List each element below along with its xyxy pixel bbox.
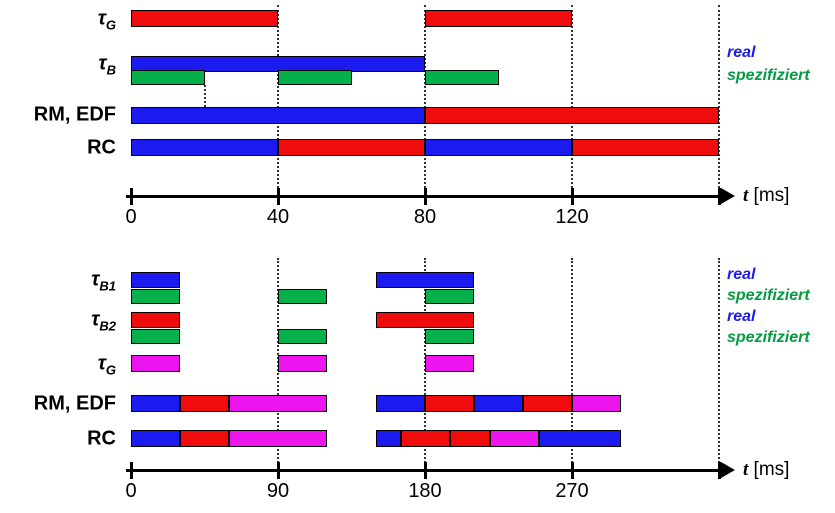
task-bar-tau-b1-spezifiziert	[425, 289, 474, 304]
axis-tick	[276, 188, 280, 205]
task-bar-rm-edf	[131, 107, 425, 124]
task-bar-tau-g	[278, 355, 327, 372]
tau-subscript: B	[106, 62, 116, 78]
task-bar-rc	[376, 430, 401, 447]
task-bar-rm-edf	[425, 107, 719, 124]
legend-label-spezifiziert: spezifiziert	[727, 287, 810, 304]
gantt-chart-top: τG τB RM, EDF RC 0 40 80 120 t [ms] real spezifizi…	[0, 0, 835, 242]
time-variable: t	[743, 459, 749, 480]
task-bar-rm-edf	[376, 395, 425, 412]
task-bar-tau-b2-real	[376, 312, 474, 328]
task-bar-rc	[229, 430, 327, 447]
tau-symbol: τ	[97, 352, 106, 375]
task-bar-tau-g	[131, 355, 180, 372]
task-bar-rc	[425, 139, 572, 156]
task-bar-tau-b1-real	[131, 272, 180, 288]
task-bar-tau-b1-spezifiziert	[131, 289, 180, 304]
gridline	[424, 5, 426, 196]
task-bar-tau-b1-spezifiziert	[278, 289, 327, 304]
tau-symbol: τ	[98, 52, 107, 75]
row-label-rm-edf: RM, EDF	[33, 103, 116, 126]
tau-subscript: G	[105, 17, 116, 33]
task-bar-rm-edf	[131, 395, 180, 412]
task-bar-rm-edf	[523, 395, 572, 412]
axis-tick	[423, 188, 427, 205]
axis-arrow-icon	[721, 462, 735, 478]
task-bar-rc	[278, 139, 425, 156]
time-variable: t	[743, 185, 749, 206]
legend-label-real: real	[727, 308, 756, 325]
task-bar-rc	[490, 430, 540, 447]
tick-label: 270	[555, 480, 589, 502]
tau-symbol: τ	[91, 308, 100, 331]
gridline	[277, 5, 279, 196]
task-bar-tau-g	[425, 355, 474, 372]
task-bar-rc	[572, 139, 719, 156]
task-bar-rm-edf	[572, 395, 621, 412]
axis-end-tick	[717, 462, 721, 479]
gridline	[718, 5, 720, 196]
time-axis-label: t [ms]	[743, 459, 790, 480]
row-label-rm-edf: RM, EDF	[33, 392, 116, 415]
tau-symbol: τ	[91, 268, 100, 291]
row-label-rc: RC	[87, 427, 116, 450]
tau-subscript: B1	[99, 278, 116, 294]
task-bar-rm-edf	[180, 395, 229, 412]
axis-arrow-icon	[721, 188, 735, 204]
legend-label-real: real	[727, 44, 756, 61]
axis-tick	[276, 462, 280, 479]
legend-label-spezifiziert: spezifiziert	[727, 67, 810, 84]
task-bar-tau-b2-spezifiziert	[425, 329, 474, 344]
task-bar-rc	[400, 430, 450, 447]
tick-label: 120	[555, 206, 589, 228]
row-label-rc: RC	[87, 136, 116, 159]
row-label-tau-b: τB	[0, 52, 116, 78]
task-bar-tau-b-spezifiziert	[425, 70, 499, 85]
axis-tick	[570, 462, 574, 479]
deadline-marker	[203, 85, 206, 107]
tick-label: 90	[266, 480, 290, 502]
task-bar-tau-b2-real	[131, 312, 180, 328]
gantt-chart-bottom: τB1 τB2 τG RM, EDF RC 0 90 180 270 t [ms] real spez…	[0, 252, 835, 513]
tau-subscript: B2	[99, 318, 116, 334]
gridline	[571, 258, 573, 470]
task-bar-rm-edf	[474, 395, 523, 412]
task-bar-rm-edf	[229, 395, 327, 412]
gridline	[718, 258, 720, 470]
tau-subscript: G	[105, 362, 116, 378]
task-bar-rc	[449, 430, 491, 447]
task-bar-rc	[131, 430, 180, 447]
axis-tick	[129, 462, 133, 479]
task-bar-tau-g	[425, 10, 572, 27]
task-bar-rc	[539, 430, 621, 447]
tick-label: 80	[413, 206, 437, 228]
axis-tick	[570, 188, 574, 205]
axis-tick	[129, 188, 133, 205]
time-axis-label: t [ms]	[743, 185, 790, 206]
task-bar-tau-b2-spezifiziert	[278, 329, 327, 344]
tick-label: 180	[408, 480, 442, 502]
row-label-tau-g: τG	[0, 7, 116, 33]
tick-label: 0	[125, 206, 137, 228]
task-bar-tau-g	[131, 10, 278, 27]
gridline	[571, 5, 573, 196]
task-bar-rc	[131, 139, 278, 156]
task-bar-tau-b-spezifiziert	[278, 70, 352, 85]
task-bar-rc	[180, 430, 229, 447]
legend-label-real: real	[727, 266, 756, 283]
row-label-tau-g: τG	[0, 352, 116, 378]
axis-end-tick	[717, 188, 721, 205]
task-bar-rm-edf	[425, 395, 474, 412]
tick-label: 40	[266, 206, 290, 228]
row-label-tau-b2: τB2	[0, 308, 116, 334]
legend-label-spezifiziert: spezifiziert	[727, 329, 810, 346]
task-bar-tau-b2-spezifiziert	[131, 329, 180, 344]
task-bar-tau-b1-real	[376, 272, 474, 288]
row-label-tau-b1: τB1	[0, 268, 116, 294]
task-bar-tau-b-spezifiziert	[131, 70, 205, 85]
tau-symbol: τ	[97, 7, 106, 30]
tick-label: 0	[125, 480, 137, 502]
axis-tick	[423, 462, 427, 479]
